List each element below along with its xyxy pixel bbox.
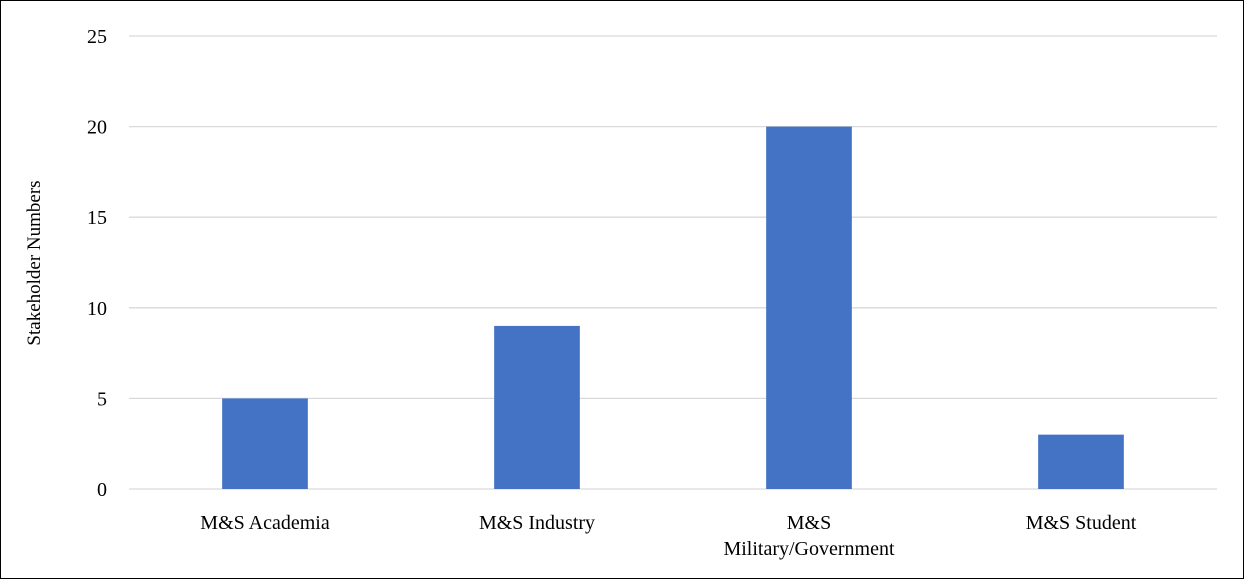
- y-tick-labels: 0 5 10 15 20 25: [87, 26, 107, 501]
- x-tick-label: M&S Academia: [200, 512, 330, 534]
- x-tick-label: M&S Military/Government: [723, 512, 895, 560]
- y-tick-label: 25: [87, 26, 107, 48]
- x-tick-label: M&S Student: [1026, 512, 1137, 534]
- x-tick-label-line: Military/Government: [723, 538, 895, 560]
- bars: [222, 126, 1124, 489]
- bar: [766, 126, 852, 489]
- y-tick-label: 20: [87, 117, 107, 139]
- x-tick-label-line: M&S: [787, 512, 831, 534]
- x-tick-label-line: M&S Student: [1026, 512, 1137, 534]
- y-tick-label: 15: [87, 207, 107, 229]
- y-tick-label: 5: [97, 388, 107, 410]
- bar: [494, 325, 580, 489]
- x-tick-label-line: M&S Academia: [200, 512, 330, 534]
- x-tick-label-line: M&S Industry: [479, 512, 595, 534]
- bar: [222, 398, 308, 489]
- x-tick-label: M&S Industry: [479, 512, 595, 534]
- y-tick-label: 10: [87, 298, 107, 320]
- gridlines: [129, 35, 1217, 490]
- y-axis-title: Stakeholder Numbers: [24, 180, 45, 345]
- y-tick-label: 0: [97, 479, 107, 501]
- bar: [1038, 434, 1124, 489]
- x-category-labels: M&S Academia M&S Industry M&S Military/Gove…: [200, 512, 1136, 560]
